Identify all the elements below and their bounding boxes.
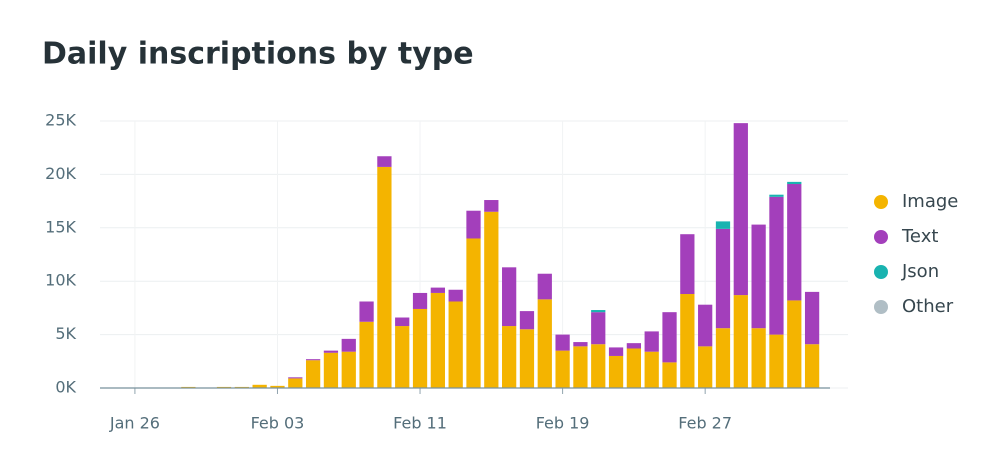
- bar-segment: [751, 224, 766, 329]
- bar-segment: [412, 292, 428, 309]
- bar-segment: [377, 156, 392, 167]
- bar-segment: [769, 196, 784, 335]
- y-tick-label: 25K: [45, 111, 76, 130]
- bar-segment: [698, 304, 713, 347]
- bar-segment: [288, 377, 303, 379]
- bar-segment: [715, 228, 731, 329]
- bar-segment: [502, 267, 517, 327]
- bar-segment: [573, 342, 588, 347]
- bar-segment: [769, 334, 784, 388]
- y-tick-label: 0K: [55, 378, 76, 397]
- bar-segment: [323, 352, 339, 388]
- bar-segment: [804, 291, 820, 345]
- x-tick-label: Feb 27: [678, 414, 732, 433]
- bar-segment: [680, 294, 695, 388]
- bar-segment: [787, 181, 802, 185]
- bar-segment: [484, 211, 499, 388]
- legend-text: Other: [902, 296, 954, 317]
- bar-segment: [430, 292, 445, 388]
- bar-segment: [555, 350, 570, 388]
- bar-segment: [787, 300, 802, 388]
- bar-segment: [323, 350, 339, 353]
- bar-segment: [502, 326, 517, 388]
- bar-segment: [305, 360, 321, 388]
- legend-marker: [874, 230, 888, 244]
- x-tick-label: Feb 03: [251, 414, 305, 433]
- bar-segment: [608, 355, 624, 388]
- bar-segment: [377, 166, 392, 388]
- bar-segment: [591, 312, 606, 345]
- x-tick-label: Feb 19: [536, 414, 590, 433]
- legend-marker: [874, 300, 888, 314]
- bar-segment: [448, 289, 463, 302]
- bar-segment: [341, 351, 356, 388]
- bar-segment: [466, 210, 481, 239]
- bar-segment: [484, 200, 499, 212]
- bar-segment: [608, 347, 624, 356]
- bar-segment: [395, 326, 410, 388]
- bar-segment: [359, 321, 374, 388]
- bar-segment: [662, 362, 677, 388]
- bar-segment: [359, 301, 374, 322]
- legend-text: Image: [902, 191, 958, 212]
- bar-segment: [680, 234, 695, 295]
- bar-segment: [715, 221, 731, 229]
- bar-segment: [733, 123, 748, 296]
- legend-marker: [874, 195, 888, 209]
- bar-segment: [591, 344, 606, 388]
- bar-segment: [769, 194, 784, 197]
- bar-segment: [733, 295, 748, 388]
- bar-segment: [288, 378, 303, 388]
- bar-segment: [341, 338, 356, 352]
- bar-segment: [395, 317, 410, 327]
- bar-segment: [305, 359, 321, 361]
- bar-segment: [751, 328, 766, 388]
- chart-title: Daily inscriptions by type: [42, 37, 474, 72]
- bar-segment: [537, 299, 552, 388]
- y-tick-label: 15K: [45, 217, 76, 236]
- bar-segment: [270, 385, 285, 388]
- bar-segment: [626, 343, 642, 349]
- bar-segment: [573, 346, 588, 388]
- bar-segment: [715, 328, 731, 388]
- bar-segment: [537, 273, 552, 300]
- bar-segment: [662, 312, 677, 363]
- bar-segment: [519, 311, 535, 330]
- bar-segment: [430, 287, 445, 293]
- legend-text: Text: [901, 226, 938, 247]
- x-tick-label: Feb 11: [393, 414, 447, 433]
- bar-segment: [252, 384, 267, 388]
- legend-text: Json: [901, 261, 939, 282]
- bar-segment: [448, 301, 463, 388]
- y-tick-label: 10K: [45, 271, 76, 290]
- bar-segment: [804, 344, 820, 388]
- bar-segment: [698, 346, 713, 388]
- bar-segment: [555, 334, 570, 351]
- bar-segment: [644, 331, 659, 352]
- legend-marker: [874, 265, 888, 279]
- y-tick-label: 20K: [45, 164, 76, 183]
- bar-segment: [644, 351, 659, 388]
- y-tick-label: 5K: [55, 324, 76, 343]
- bar-segment: [626, 348, 642, 388]
- bar-segment: [519, 329, 535, 388]
- bar-segment: [787, 184, 802, 301]
- bar-segment: [412, 308, 428, 388]
- bar-segment: [591, 310, 606, 313]
- x-tick-label: Jan 26: [109, 414, 160, 433]
- bar-segment: [466, 238, 481, 388]
